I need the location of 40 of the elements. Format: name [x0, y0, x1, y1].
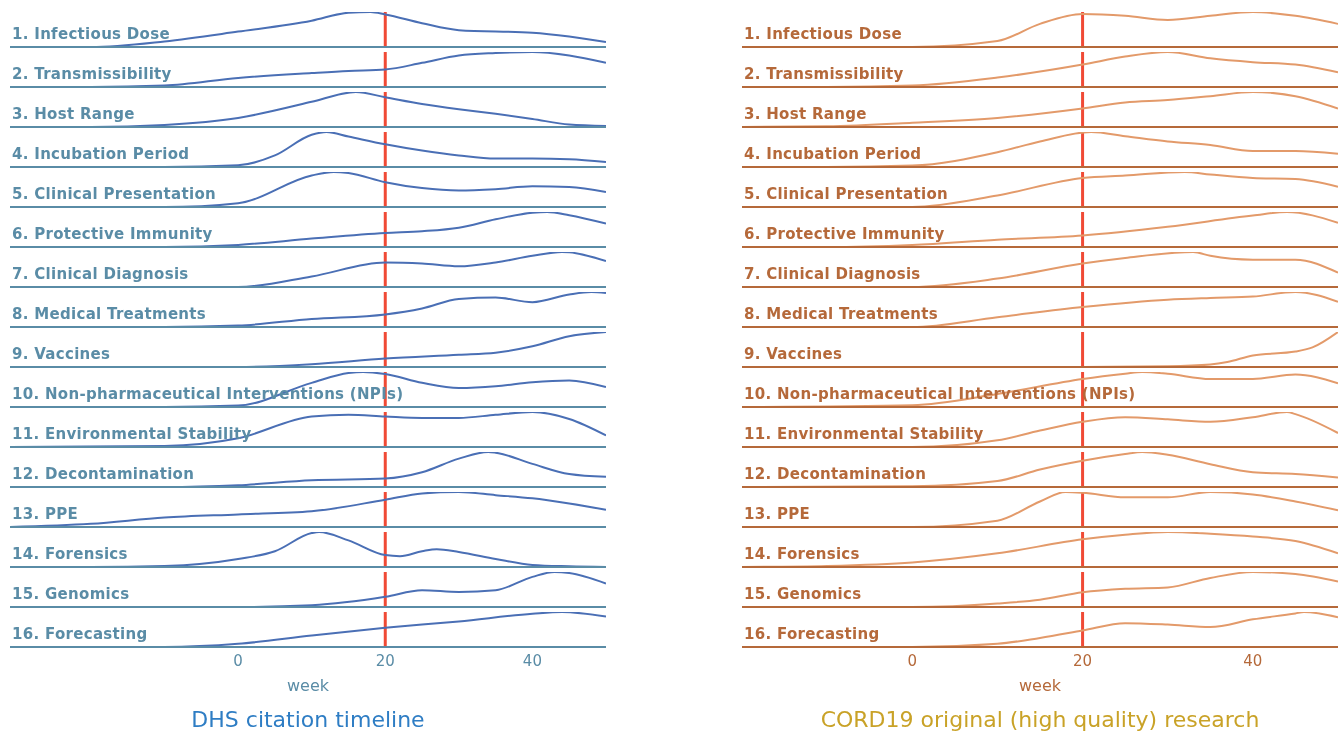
- text: 4. Incubation Period: [12, 145, 190, 163]
- text: 6. Protective Immunity: [12, 225, 213, 243]
- text: 13. PPE: [12, 505, 79, 523]
- x-tick-label: 40: [522, 651, 542, 670]
- text: 1. Infectious Dose: [744, 25, 902, 43]
- text: 5. Clinical Presentation: [12, 185, 216, 203]
- text: 12. Decontamination: [744, 465, 927, 483]
- text: 9. Vaccines: [744, 345, 843, 363]
- text: 8. Medical Treatments: [744, 305, 939, 323]
- text: 16. Forecasting: [12, 625, 148, 643]
- x-tick-label: 0: [233, 651, 243, 670]
- text: 13. PPE: [744, 505, 811, 523]
- text: 6. Protective Immunity: [744, 225, 945, 243]
- text: 14. Forensics: [744, 545, 860, 563]
- text: 2. Transmissibility: [12, 65, 172, 83]
- text: 5. Clinical Presentation: [744, 185, 948, 203]
- text: CORD19 original (high quality) research: [819, 707, 1261, 732]
- text: 2. Transmissibility: [744, 65, 904, 83]
- text: 11. Environmental Stability: [744, 425, 984, 443]
- text: 3. Host Range: [744, 105, 867, 123]
- text: 3. Host Range: [12, 105, 135, 123]
- text: 4. Incubation Period: [744, 145, 922, 163]
- text: 7. Clinical Diagnosis: [12, 265, 189, 283]
- text: 16. Forecasting: [744, 625, 880, 643]
- text: 7. Clinical Diagnosis: [744, 265, 921, 283]
- x-tick-label: 20: [375, 651, 395, 670]
- text: DHS citation timeline: [190, 707, 426, 732]
- text: 1. Infectious Dose: [12, 25, 170, 43]
- x-tick-label: 40: [1243, 651, 1263, 670]
- text: 11. Environmental Stability: [12, 425, 252, 443]
- x-tick-label: 0: [907, 651, 918, 670]
- text: 8. Medical Treatments: [12, 305, 207, 323]
- x-axis-title: week: [286, 676, 330, 695]
- x-axis-title: week: [1018, 676, 1062, 695]
- x-tick-label: 20: [1073, 651, 1093, 670]
- text: 14. Forensics: [12, 545, 128, 563]
- text: 9. Vaccines: [12, 345, 111, 363]
- text: 15. Genomics: [12, 585, 130, 603]
- text: 12. Decontamination: [12, 465, 195, 483]
- text: 15. Genomics: [744, 585, 862, 603]
